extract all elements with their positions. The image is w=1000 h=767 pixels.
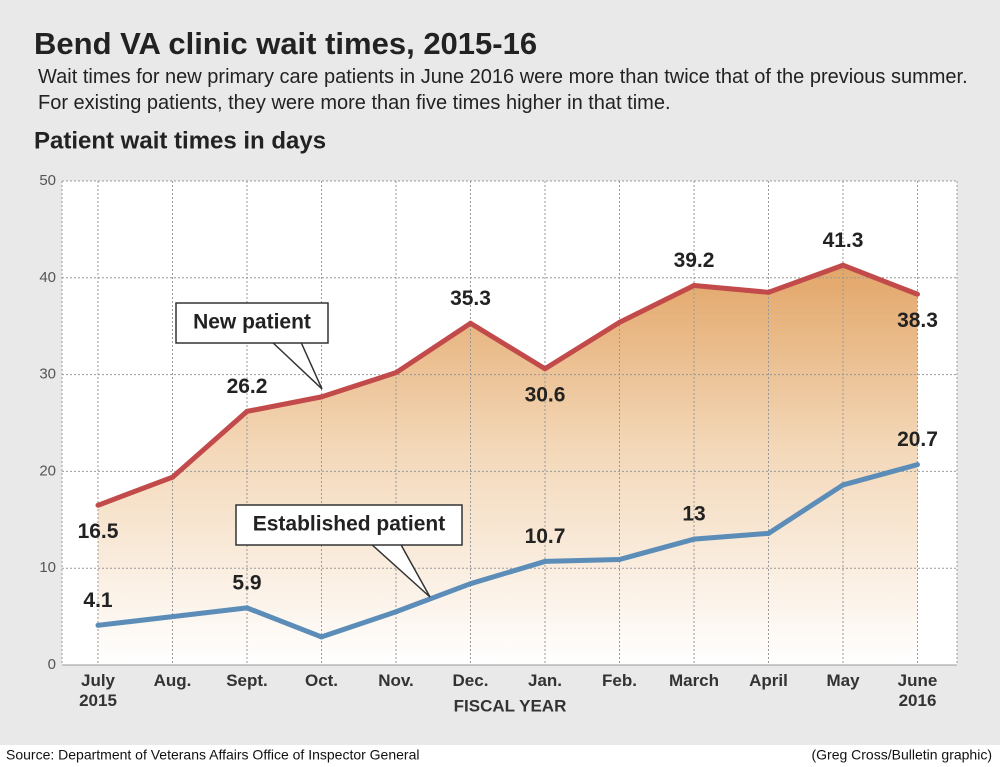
legend-label: New patient — [193, 311, 311, 334]
value-label: 35.3 — [450, 287, 491, 310]
point — [319, 394, 324, 400]
x-tick-label: Dec. — [452, 671, 489, 690]
callout-box — [175, 302, 329, 344]
point — [468, 581, 473, 587]
x-axis-label: FISCAL YEAR — [454, 696, 567, 715]
point — [915, 462, 920, 468]
point — [393, 609, 399, 615]
x-tick-label: Nov. — [378, 671, 414, 690]
x-tick-label: Oct. — [304, 671, 339, 690]
x-tick-label: Feb. — [602, 671, 637, 690]
point — [691, 283, 697, 289]
x-tick-label: Aug. — [153, 671, 192, 690]
chart-title: Patient wait times in days — [34, 127, 326, 154]
value-label: 4.1 — [83, 589, 113, 612]
x-tick-label: May — [826, 671, 860, 690]
point — [542, 558, 548, 564]
source: Source: Department of Veterans Affairs O… — [6, 747, 419, 763]
point — [170, 474, 175, 480]
footer-band — [0, 745, 1000, 767]
point — [617, 319, 622, 325]
point — [244, 408, 250, 414]
point — [840, 482, 846, 488]
value-label: 38.3 — [897, 309, 938, 332]
point — [244, 605, 250, 611]
title: Bend VA clinic wait times, 2015-16 — [34, 26, 537, 61]
point — [393, 370, 399, 376]
callout-new: New patient — [175, 302, 329, 390]
value-label: 30.6 — [525, 383, 566, 406]
x-tick-label: July 2015 — [79, 671, 117, 710]
value-label: 5.9 — [232, 571, 261, 594]
y-tick-label: 0 — [48, 656, 56, 673]
x-tick-label: March — [668, 671, 720, 690]
y-tick-label: 30 — [39, 366, 56, 383]
point — [766, 530, 771, 536]
value-label: 16.5 — [78, 520, 119, 543]
point — [691, 536, 697, 542]
point — [840, 262, 846, 268]
point — [468, 320, 473, 326]
point — [95, 502, 101, 508]
callout-joint — [366, 540, 404, 544]
callout-box — [235, 504, 463, 546]
point — [542, 366, 548, 372]
credit: (Greg Cross/Bulletin graphic) — [811, 747, 992, 763]
callout-joint — [266, 338, 306, 342]
x-tick-label: Jan. — [527, 671, 563, 690]
y-tick-label: 40 — [39, 269, 56, 286]
area — [98, 265, 918, 665]
point — [915, 291, 920, 297]
value-label: 41.3 — [823, 229, 864, 252]
point — [95, 622, 101, 628]
x-tick-label: Sept. — [226, 671, 268, 690]
x-tick-label: June 2016 — [897, 671, 938, 710]
y-tick-label: 20 — [39, 462, 56, 479]
point — [766, 289, 771, 295]
y-tick-label: 50 — [39, 172, 56, 189]
legend-label: Established patient — [253, 513, 446, 536]
point — [319, 634, 324, 640]
callout-established: Established patient — [235, 504, 463, 598]
value-label: 20.7 — [897, 428, 938, 451]
series-line — [97, 462, 919, 640]
point — [170, 614, 175, 620]
y-tick-label: 10 — [39, 559, 56, 576]
point — [617, 556, 622, 562]
value-label: 39.2 — [674, 249, 715, 272]
value-label: 13 — [682, 503, 705, 526]
x-tick-label: April — [749, 671, 788, 690]
value-label: 26.2 — [227, 375, 268, 398]
value-label: 10.7 — [525, 525, 566, 548]
series-line — [97, 262, 919, 508]
subtitle: Wait times for new primary care patients… — [38, 66, 968, 114]
